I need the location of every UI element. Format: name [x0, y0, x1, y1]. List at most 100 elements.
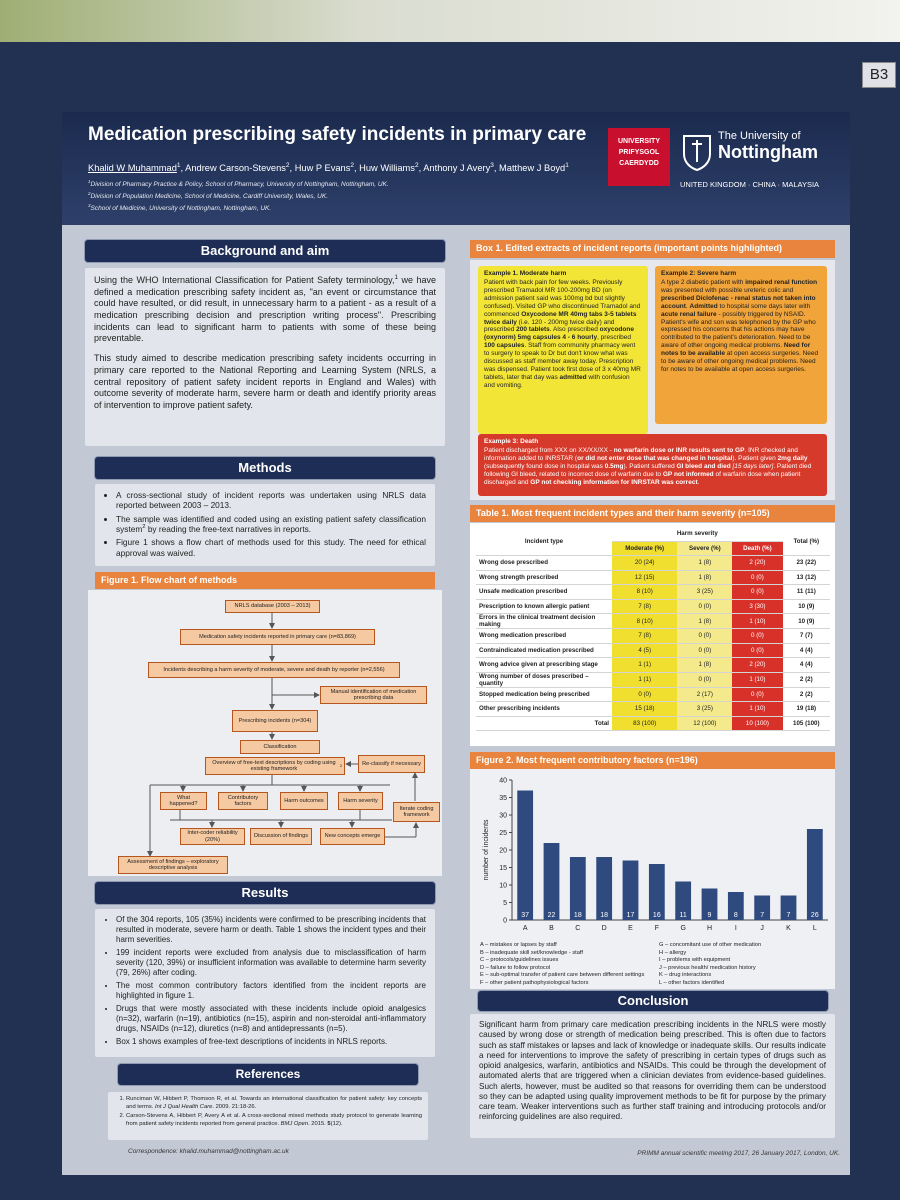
text-run: 100 capsules — [484, 342, 525, 350]
table-cell: 2 (20) — [732, 555, 783, 571]
text-run: Re-classify if necessary — [362, 760, 421, 767]
author-sup: 1 — [565, 162, 569, 169]
text-run: . INR checked and information added to I… — [484, 446, 798, 462]
value-label: 7 — [787, 912, 791, 919]
text-run: Patient with back pain for few weeks. Pr… — [484, 278, 641, 318]
author-separator: , — [289, 163, 295, 174]
table-cell: 3 (25) — [677, 701, 733, 717]
y-tick-label: 35 — [499, 795, 507, 802]
text-run: Contributory factors — [227, 794, 259, 807]
x-tick-label: B — [549, 925, 554, 932]
correspondence: Correspondence: khalid.muhammad@nottingh… — [128, 1148, 289, 1155]
text-run: New concepts emerge — [324, 833, 381, 840]
table-cell: 0 (0) — [677, 672, 733, 688]
bullet: Of the 304 reports, 105 (35%) incidents … — [116, 915, 426, 945]
flow-node: Medication safety incidents reported in … — [180, 629, 375, 645]
table-cell: 0 (0) — [612, 687, 678, 702]
x-tick-label: J — [760, 925, 764, 932]
text-run: ). Patient given — [732, 454, 778, 462]
text-run: Figure 1 shows a flow chart of methods u… — [116, 537, 426, 558]
x-tick-label: F — [655, 925, 659, 932]
bar — [596, 857, 613, 920]
affiliation-text: Division of Population Medicine, School … — [90, 193, 329, 201]
y-tick-label: 40 — [499, 778, 507, 785]
table-header: Incident type — [476, 527, 612, 556]
text-run: 0.5mg — [604, 462, 624, 470]
author-name: Khalid W Muhammad — [88, 163, 177, 174]
flow-node: Harm outcomes — [280, 792, 328, 810]
text-run: . — [697, 478, 700, 486]
crest — [683, 135, 711, 172]
factor-key-item: K – drug interactions — [659, 972, 712, 978]
conclusion-text: Significant harm from primary care medic… — [470, 1014, 835, 1138]
text-run: prescribed Diclofenac - renal status not… — [661, 294, 816, 310]
table-cell: 4 (4) — [782, 657, 830, 673]
table-cell: 12 (100) — [677, 716, 733, 731]
text-run: Need for notes to be available — [661, 342, 811, 358]
table-cell: 0 (0) — [732, 643, 783, 658]
table-row: Wrong advice given at prescribing stage 1… — [476, 657, 830, 673]
y-tick-label: 5 — [503, 900, 507, 907]
section-heading: Results — [95, 882, 435, 904]
table-cell: Unsafe medication prescribed — [476, 584, 612, 600]
table-cell: Prescription to known allergic patient — [476, 599, 612, 614]
text-run: Significant harm from primary care medic… — [479, 1020, 826, 1122]
authors: Khalid W Muhammad1, Andrew Carson-Steven… — [88, 162, 608, 173]
affiliation-sup: 1 — [88, 179, 91, 184]
factor-key-item: L – other factors identified — [659, 979, 725, 986]
cardiff-logo: UNIVERSITY PRIFYSGOL CAERDYDD — [608, 128, 670, 186]
table-cell: 0 (0) — [732, 570, 783, 585]
x-tick-label: H — [707, 925, 712, 932]
text-run: Overview of free-text descriptions by co… — [212, 759, 336, 772]
table-cell: 0 (0) — [677, 628, 733, 644]
table-row: Unsafe medication prescribed 8 (10) 3 (25)… — [476, 584, 830, 600]
table-cell: Other prescribing incidents — [476, 701, 612, 717]
y-tick-label: 0 — [503, 918, 507, 925]
table-cell: 0 (0) — [732, 687, 783, 702]
factor-key: A – mistakes or lapses by staff B – inade… — [480, 942, 830, 988]
value-label: 11 — [680, 912, 687, 919]
bullet: The sample was identified and coded usin… — [116, 514, 426, 535]
example-text: Patient discharged from XXX on XX/XX/XX … — [484, 447, 821, 487]
flow-node: Manual identification of medication pres… — [320, 686, 427, 704]
x-tick-label: D — [602, 925, 607, 932]
reference-list: Runciman W, Hibbert P, Thomson R, et al.… — [114, 1096, 422, 1128]
table-header: Severe (%) — [677, 541, 733, 556]
table-cell: 2 (2) — [782, 672, 830, 688]
factor-key-item: I – problems with equipment — [659, 957, 731, 963]
bar — [780, 895, 797, 920]
factor-key-item: E – sub-optimal transfer of patient care… — [480, 972, 645, 978]
bullet: A cross-sectional study of incident repo… — [116, 490, 426, 511]
table-cell: 4 (4) — [782, 643, 830, 658]
text-run: ). Patient suffered — [623, 462, 677, 470]
table-cell: Contraindicated medication prescribed — [476, 643, 612, 658]
methods-text: A cross-sectional study of incident repo… — [95, 484, 435, 566]
text-run: with confusion and vomiting. — [484, 373, 630, 389]
text-run: Prescribing incidents (n=304) — [238, 717, 312, 724]
table-row: Wrong dose prescribed 20 (24) 1 (8) 2 (20) 2… — [476, 555, 830, 571]
section-heading: Conclusion — [478, 991, 828, 1011]
logo-text: Nottingham — [718, 142, 818, 162]
text-run: A type 2 diabetic patient with — [661, 278, 746, 286]
table-cell: 1 (8) — [677, 555, 733, 571]
table-row: Total 83 (100) 12 (100) 10 (100) 105 (100) — [476, 716, 830, 731]
flow-node: NRLS database (2003 – 2013) — [225, 600, 320, 613]
x-tick-label: A — [523, 925, 528, 932]
text-run: to hospital some days later with — [717, 302, 811, 310]
text-run: 199 incident reports were excluded from … — [116, 948, 426, 977]
x-tick-label: C — [575, 925, 580, 932]
text-run: acute renal failure — [661, 310, 717, 318]
text-run: 2 — [339, 762, 342, 768]
example-title: Example 2: Severe harm — [661, 270, 737, 277]
table-cell: Wrong medication prescribed — [476, 628, 612, 644]
bar — [754, 895, 771, 920]
table-cell: Wrong dose prescribed — [476, 555, 612, 571]
flow-arrows — [147, 613, 419, 857]
flow-node: Inter-coder reliability (20%) — [180, 828, 245, 845]
box-title: Box 1. Edited extracts of incident repor… — [470, 240, 835, 258]
text-run: This study aimed to describe medication … — [94, 353, 436, 410]
table-row: Wrong medication prescribed 7 (8) 0 (0) 0 (… — [476, 628, 830, 644]
table-cell: 0 (0) — [677, 643, 733, 658]
table-cell: 1 (10) — [732, 672, 783, 688]
